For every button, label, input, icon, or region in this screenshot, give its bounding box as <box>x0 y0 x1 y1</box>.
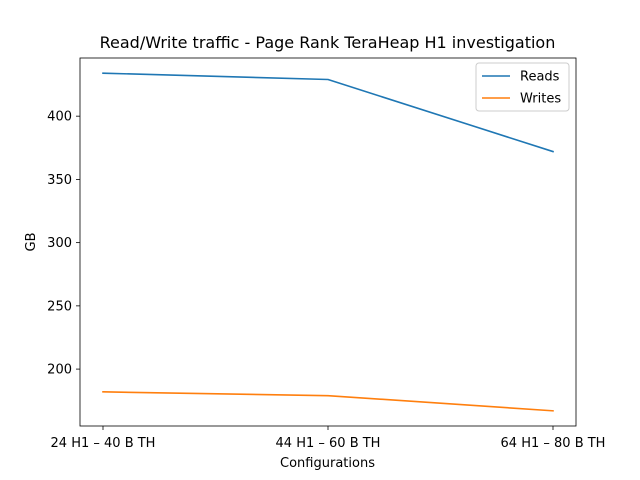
y-tick-label: 400 <box>47 110 72 125</box>
y-tick-label: 350 <box>47 173 72 188</box>
plot-area <box>102 72 555 412</box>
legend-label-reads: Reads <box>520 70 560 85</box>
x-axis-label: Configurations <box>280 456 375 471</box>
y-axis-label: GB <box>24 233 39 252</box>
x-tick-label: 44 H1 – 60 B TH <box>276 436 381 451</box>
series-line-reads <box>102 72 555 153</box>
x-tick-label: 24 H1 – 40 B TH <box>51 436 156 451</box>
y-tick-label: 300 <box>47 236 72 251</box>
chart-title: Read/Write traffic - Page Rank TeraHeap … <box>100 33 556 52</box>
legend-box <box>475 62 570 112</box>
y-tick-label: 250 <box>47 299 72 314</box>
legend-label-writes: Writes <box>520 92 561 107</box>
y-tick-label: 200 <box>47 363 72 378</box>
x-tick-label: 64 H1 – 80 B TH <box>501 436 606 451</box>
axes-frame <box>79 57 577 427</box>
legend: Reads Writes <box>475 62 570 112</box>
series-line-writes <box>102 391 554 412</box>
